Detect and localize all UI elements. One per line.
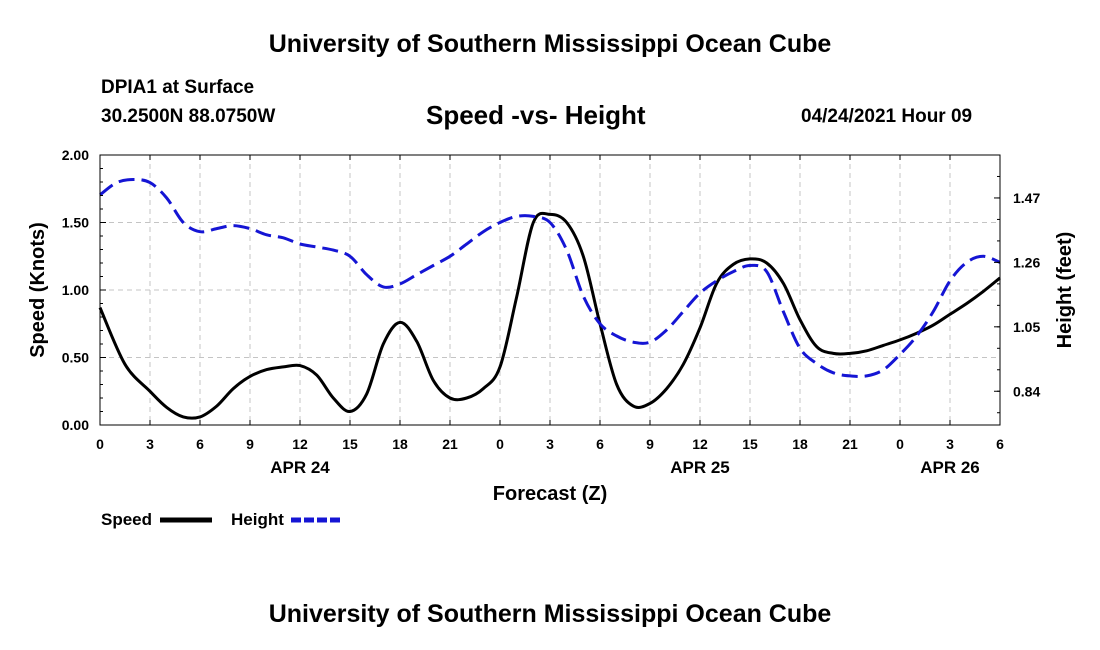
x-tick-label: 3 <box>946 436 954 452</box>
x-tick-label: 21 <box>842 436 858 452</box>
date-label: APR 26 <box>920 458 980 477</box>
legend-label-height: Height <box>231 510 284 529</box>
x-tick-label: 0 <box>496 436 504 452</box>
y-left-tick-label: 2.00 <box>62 147 89 163</box>
grid-lines <box>100 155 1000 425</box>
x-tick-label: 0 <box>896 436 904 452</box>
x-tick-label: 12 <box>692 436 708 452</box>
y-right-tick-label: 1.47 <box>1013 190 1040 206</box>
datetime-label: 04/24/2021 Hour 09 <box>801 106 973 127</box>
series-lines <box>98 178 1001 420</box>
coordinates-label: 30.2500N 88.0750W <box>101 106 276 127</box>
y-left-tick-label: 0.50 <box>62 350 89 366</box>
x-tick-label: 6 <box>996 436 1004 452</box>
x-tick-label: 15 <box>742 436 758 452</box>
y-left-tick-label: 1.50 <box>62 215 89 231</box>
y-right-tick-label: 1.05 <box>1013 319 1040 335</box>
y-left-tick-label: 0.00 <box>62 417 89 433</box>
x-tick-label: 3 <box>146 436 154 452</box>
x-tick-label: 18 <box>392 436 408 452</box>
station-label: DPIA1 at Surface <box>101 77 255 98</box>
series-line-height <box>99 178 1001 378</box>
x-tick-label: 9 <box>246 436 254 452</box>
y-right-tick-label: 0.84 <box>1013 383 1040 399</box>
x-tick-label: 21 <box>442 436 458 452</box>
x-tick-label: 0 <box>96 436 104 452</box>
x-tick-label: 3 <box>546 436 554 452</box>
y-right-tick-label: 1.26 <box>1013 254 1040 270</box>
series-line-speed <box>98 211 1001 420</box>
x-tick-label: 12 <box>292 436 308 452</box>
y-axis-right-label: Height (feet) <box>1054 232 1076 349</box>
x-tick-label: 9 <box>646 436 654 452</box>
x-tick-label: 15 <box>342 436 358 452</box>
x-axis-label: Forecast (Z) <box>493 483 607 505</box>
y-left-tick-label: 1.00 <box>62 282 89 298</box>
legend: Speed Height <box>101 510 343 529</box>
chart-title: Speed -vs- Height <box>426 100 646 130</box>
x-tick-label: 6 <box>196 436 204 452</box>
date-label: APR 25 <box>670 458 730 477</box>
page-title-bottom: University of Southern Mississippi Ocean… <box>268 600 832 628</box>
y-axis-left-label: Speed (Knots) <box>27 222 49 358</box>
axis-ticks: 0 3 6 9 12 15 18 21 0 3 6 9 12 15 18 21 0 3 6 APR 24 APR 25 A… <box>62 147 1041 477</box>
legend-label-speed: Speed <box>101 510 152 529</box>
page-title-top: University of Southern Mississippi Ocean… <box>268 30 832 58</box>
x-tick-label: 18 <box>792 436 808 452</box>
date-label: APR 24 <box>270 458 330 477</box>
x-tick-label: 6 <box>596 436 604 452</box>
